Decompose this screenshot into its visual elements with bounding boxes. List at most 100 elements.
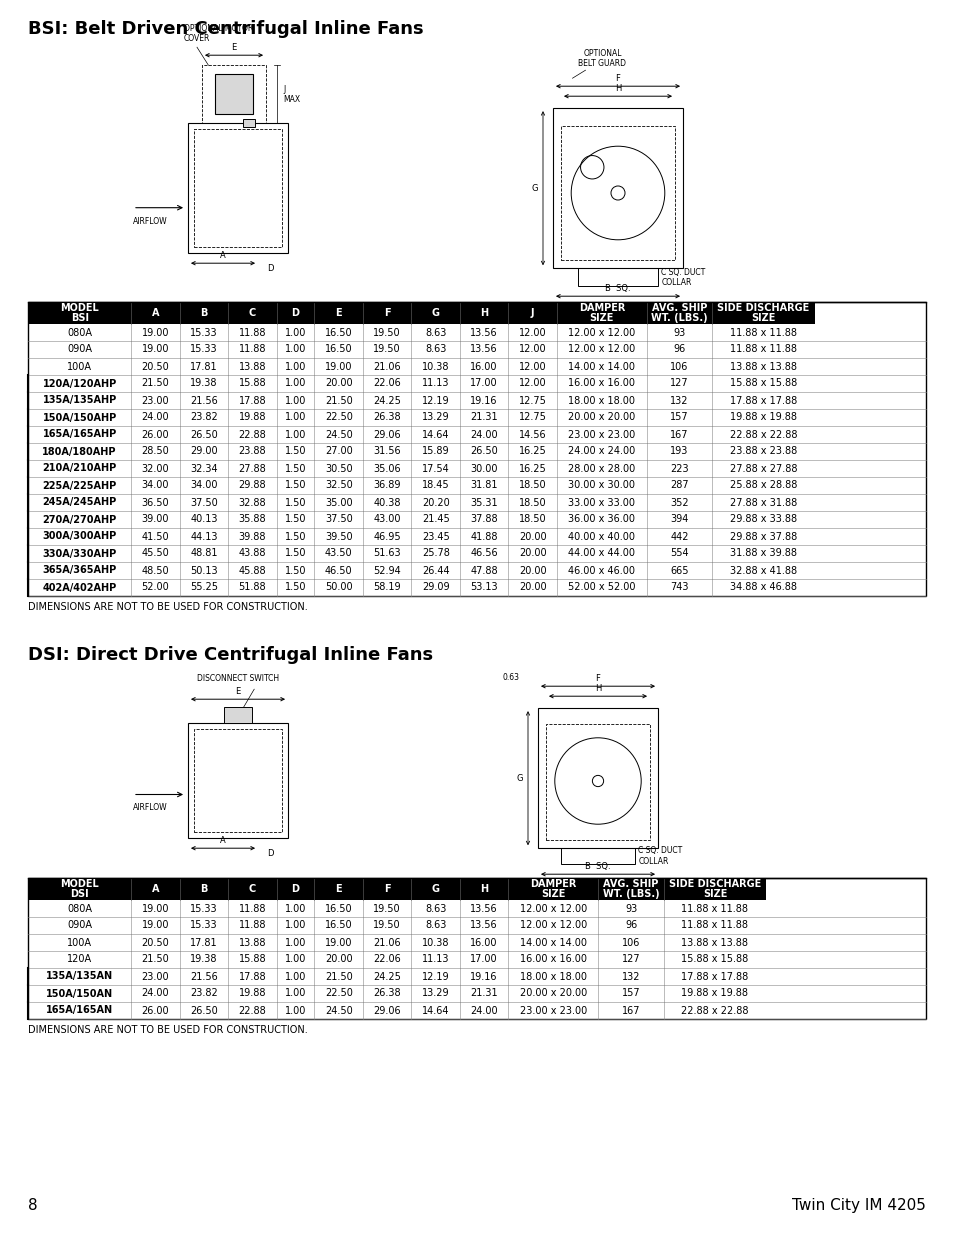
Text: 24.00: 24.00 bbox=[142, 412, 169, 422]
Text: 22.88 x 22.88: 22.88 x 22.88 bbox=[680, 1005, 748, 1015]
Text: 16.25: 16.25 bbox=[518, 463, 546, 473]
Bar bbox=[28, 511, 132, 529]
Text: 127: 127 bbox=[621, 955, 639, 965]
Text: 44.13: 44.13 bbox=[190, 531, 217, 541]
Text: 51.63: 51.63 bbox=[373, 548, 400, 558]
Text: 96: 96 bbox=[624, 920, 637, 930]
Text: 17.81: 17.81 bbox=[190, 362, 217, 372]
Text: 13.29: 13.29 bbox=[421, 412, 449, 422]
Text: 21.50: 21.50 bbox=[141, 955, 170, 965]
Text: 1.00: 1.00 bbox=[285, 362, 306, 372]
Bar bbox=[411, 459, 459, 477]
Bar bbox=[276, 951, 314, 968]
Text: 15.33: 15.33 bbox=[190, 920, 217, 930]
Text: DAMPER
SIZE: DAMPER SIZE bbox=[530, 878, 576, 899]
Bar bbox=[362, 303, 411, 324]
Text: 52.94: 52.94 bbox=[373, 566, 400, 576]
Text: 93: 93 bbox=[624, 904, 637, 914]
Bar bbox=[314, 900, 362, 918]
Bar bbox=[179, 358, 228, 375]
Text: 15.33: 15.33 bbox=[190, 904, 217, 914]
Bar bbox=[276, 529, 314, 545]
Text: 1.00: 1.00 bbox=[285, 1005, 306, 1015]
Bar bbox=[132, 324, 179, 341]
Text: 17.54: 17.54 bbox=[421, 463, 449, 473]
Text: 12.75: 12.75 bbox=[518, 412, 546, 422]
Text: 15.88: 15.88 bbox=[238, 378, 266, 389]
Bar bbox=[179, 986, 228, 1002]
Bar bbox=[228, 426, 276, 443]
Bar bbox=[663, 986, 765, 1002]
Bar bbox=[179, 391, 228, 409]
Text: 55.25: 55.25 bbox=[190, 583, 218, 593]
Bar bbox=[314, 579, 362, 597]
Bar bbox=[557, 391, 646, 409]
Bar bbox=[557, 579, 646, 597]
Bar bbox=[228, 459, 276, 477]
Text: H: H bbox=[479, 884, 488, 894]
Text: 365A/365AHP: 365A/365AHP bbox=[43, 566, 116, 576]
Text: 31.81: 31.81 bbox=[470, 480, 497, 490]
Text: 12.00 x 12.00: 12.00 x 12.00 bbox=[568, 327, 635, 337]
Bar bbox=[28, 303, 132, 324]
Text: 24.50: 24.50 bbox=[324, 430, 353, 440]
Text: 40.38: 40.38 bbox=[373, 498, 400, 508]
Bar bbox=[663, 878, 765, 900]
Bar bbox=[214, 74, 253, 114]
Text: J: J bbox=[531, 308, 534, 317]
Text: 18.50: 18.50 bbox=[518, 480, 546, 490]
Text: 0.63: 0.63 bbox=[502, 673, 519, 682]
Text: 46.50: 46.50 bbox=[325, 566, 353, 576]
Text: B: B bbox=[200, 308, 208, 317]
Bar bbox=[228, 934, 276, 951]
Bar bbox=[557, 511, 646, 529]
Bar bbox=[508, 391, 557, 409]
Bar bbox=[712, 562, 814, 579]
Bar bbox=[646, 391, 712, 409]
Bar bbox=[28, 545, 132, 562]
Text: 46.95: 46.95 bbox=[373, 531, 400, 541]
Text: 51.88: 51.88 bbox=[238, 583, 266, 593]
Bar bbox=[28, 443, 132, 459]
Text: 16.00 x 16.00: 16.00 x 16.00 bbox=[519, 955, 586, 965]
Text: 106: 106 bbox=[670, 362, 688, 372]
Text: D: D bbox=[267, 264, 273, 273]
Bar bbox=[508, 443, 557, 459]
Bar bbox=[459, 529, 508, 545]
Bar bbox=[459, 579, 508, 597]
Text: 20.00: 20.00 bbox=[518, 583, 546, 593]
Text: 21.50: 21.50 bbox=[324, 972, 353, 982]
Bar bbox=[276, 900, 314, 918]
Text: J
MAX: J MAX bbox=[283, 84, 300, 104]
Text: 27.88 x 27.88: 27.88 x 27.88 bbox=[729, 463, 797, 473]
Bar bbox=[663, 934, 765, 951]
Text: 21.56: 21.56 bbox=[190, 972, 217, 982]
Bar bbox=[28, 375, 132, 391]
Text: 11.88 x 11.88: 11.88 x 11.88 bbox=[680, 920, 748, 930]
Bar bbox=[663, 900, 765, 918]
Text: 41.88: 41.88 bbox=[470, 531, 497, 541]
Text: 100A: 100A bbox=[67, 937, 92, 947]
Bar bbox=[411, 878, 459, 900]
Text: 45.88: 45.88 bbox=[238, 566, 266, 576]
Text: 19.88: 19.88 bbox=[238, 412, 266, 422]
Bar bbox=[712, 426, 814, 443]
Bar bbox=[508, 934, 598, 951]
Bar bbox=[508, 511, 557, 529]
Text: 20.50: 20.50 bbox=[141, 362, 170, 372]
Bar bbox=[132, 1002, 179, 1019]
Bar bbox=[557, 529, 646, 545]
Text: 27.88 x 31.88: 27.88 x 31.88 bbox=[729, 498, 797, 508]
Text: OPTIONAL
BELT GUARD: OPTIONAL BELT GUARD bbox=[578, 49, 626, 68]
Text: SIDE DISCHARGE
SIZE: SIDE DISCHARGE SIZE bbox=[668, 878, 760, 899]
Text: 1.00: 1.00 bbox=[285, 412, 306, 422]
Text: 270A/270AHP: 270A/270AHP bbox=[43, 515, 116, 525]
Text: 15.33: 15.33 bbox=[190, 327, 217, 337]
Text: 23.00: 23.00 bbox=[142, 395, 169, 405]
Text: BSI: Belt Driven Centrifugal Inline Fans: BSI: Belt Driven Centrifugal Inline Fans bbox=[28, 20, 423, 38]
Text: 35.88: 35.88 bbox=[238, 515, 266, 525]
Bar bbox=[228, 477, 276, 494]
Bar bbox=[362, 986, 411, 1002]
Bar bbox=[508, 968, 598, 986]
Text: 50.13: 50.13 bbox=[190, 566, 217, 576]
